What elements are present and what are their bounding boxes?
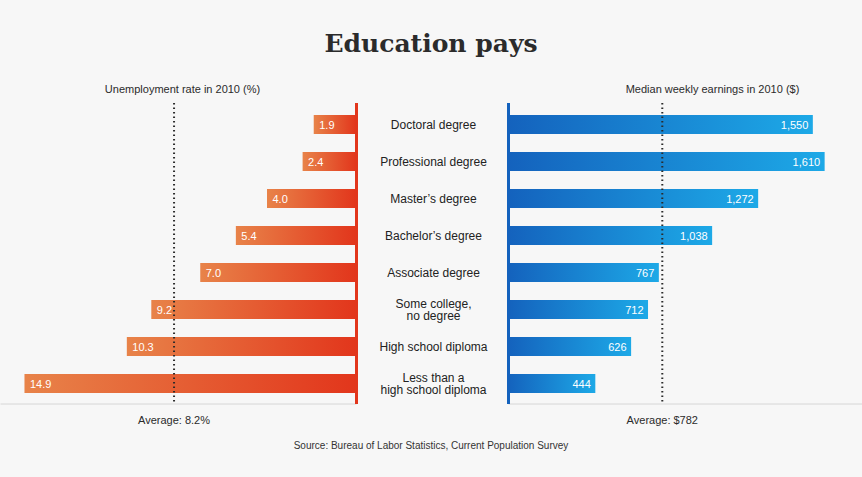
svg-text:Average: 8.2%: Average: 8.2% (138, 414, 210, 426)
svg-text:9.2: 9.2 (157, 304, 172, 316)
svg-text:Master’s degree: Master’s degree (390, 192, 477, 206)
svg-text:Average: $782: Average: $782 (627, 414, 698, 426)
html-text:Education pays: Education pays (324, 29, 538, 58)
svg-text:712: 712 (625, 304, 643, 316)
svg-text:Unemployment rate in 2010 (%): Unemployment rate in 2010 (%) (105, 83, 260, 95)
svg-text:1.9: 1.9 (319, 119, 334, 131)
svg-text:1,550: 1,550 (781, 119, 809, 131)
svg-text:Bachelor’s degree: Bachelor’s degree (385, 229, 482, 243)
svg-text:2.4: 2.4 (308, 156, 323, 168)
svg-text:1,272: 1,272 (726, 193, 754, 205)
svg-text:7.0: 7.0 (206, 267, 221, 279)
svg-text:5.4: 5.4 (241, 230, 256, 242)
svg-text:626: 626 (608, 341, 626, 353)
svg-text:Median weekly earnings in 2010: Median weekly earnings in 2010 ($) (626, 83, 800, 95)
svg-text:High school diploma: High school diploma (379, 340, 487, 354)
svg-text:767: 767 (636, 267, 654, 279)
svg-text:4.0: 4.0 (273, 193, 288, 205)
svg-text:14.9: 14.9 (30, 378, 51, 390)
svg-text:444: 444 (572, 378, 590, 390)
svg-text:Some college,no degree: Some college,no degree (395, 297, 471, 323)
html-text:Source: Bureau of Labor Statis: Source: Bureau of Labor Statistics, Curr… (293, 440, 569, 451)
svg-text:Less than ahigh school diploma: Less than ahigh school diploma (380, 371, 486, 397)
svg-text:Associate degree: Associate degree (387, 266, 480, 280)
svg-text:10.3: 10.3 (132, 341, 153, 353)
svg-text:1,038: 1,038 (680, 230, 708, 242)
svg-text:1,610: 1,610 (793, 156, 821, 168)
svg-text:Doctoral degree: Doctoral degree (391, 118, 477, 132)
svg-text:Professional degree: Professional degree (380, 155, 487, 169)
